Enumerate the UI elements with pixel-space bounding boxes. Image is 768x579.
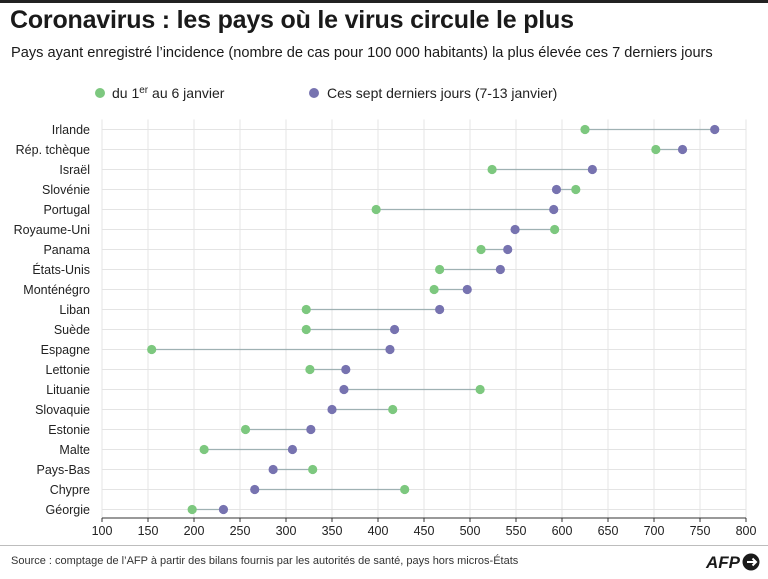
x-tick-label: 450 xyxy=(414,524,435,538)
point-series2 xyxy=(677,144,688,155)
gridlines xyxy=(101,119,747,518)
point-series2 xyxy=(495,264,505,275)
x-tick-label: 800 xyxy=(736,524,757,538)
x-tick-label: 300 xyxy=(276,524,297,538)
y-tick-label: Liban xyxy=(59,303,90,317)
y-tick-label: Pays-Bas xyxy=(37,463,91,477)
point-series1 xyxy=(651,144,661,155)
legend-label-series1: du 1er au 6 janvier xyxy=(112,85,225,101)
footer-rule xyxy=(0,545,768,546)
y-tick-label: États-Unis xyxy=(32,262,90,277)
x-tick-label: 700 xyxy=(644,524,665,538)
legend-label-series1-post: au 6 janvier xyxy=(148,85,225,101)
point-series2 xyxy=(268,464,278,475)
y-tick-label: Irlande xyxy=(52,123,90,137)
point-series1 xyxy=(305,364,315,375)
legend-marker-series1 xyxy=(95,88,105,98)
x-axis: Irlande Rép. tchèque Israël Slovénie Portuga… xyxy=(14,123,757,538)
point-series1 xyxy=(301,324,311,335)
y-tick-label: Géorgie xyxy=(46,503,91,517)
point-series1 xyxy=(187,504,197,515)
y-tick-label: Malte xyxy=(59,443,90,457)
point-series1 xyxy=(476,244,486,255)
point-series1 xyxy=(147,344,157,355)
x-tick-label: 200 xyxy=(184,524,205,538)
point-series2 xyxy=(510,224,520,235)
y-tick-label: Espagne xyxy=(41,343,90,357)
point-series2 xyxy=(549,204,559,215)
y-tick-label: Lettonie xyxy=(46,363,91,377)
y-tick-label: Royaume-Uni xyxy=(14,223,90,237)
point-series2 xyxy=(551,184,562,195)
afp-logo: AFP xyxy=(705,553,760,572)
x-tick-label: 550 xyxy=(506,524,527,538)
x-tick-label: 650 xyxy=(598,524,619,538)
legend-label-series1-sup: er xyxy=(139,85,149,96)
point-series1 xyxy=(199,444,209,455)
y-tick-label: Panama xyxy=(43,243,90,257)
x-tick-label: 350 xyxy=(322,524,343,538)
point-series1 xyxy=(240,424,251,435)
chart-title: Coronavirus : les pays où le virus circu… xyxy=(10,6,574,34)
x-tick-label: 750 xyxy=(690,524,711,538)
point-series1 xyxy=(580,124,590,135)
point-series2 xyxy=(710,124,720,135)
point-series1 xyxy=(435,264,445,275)
y-tick-label: Slovénie xyxy=(42,183,90,197)
y-tick-label: Estonie xyxy=(48,423,90,437)
x-tick-label: 400 xyxy=(368,524,389,538)
top-rule xyxy=(0,0,768,3)
point-series2 xyxy=(339,384,349,395)
legend-label-series1-pre: du 1 xyxy=(112,85,139,101)
dumbbell-chart: du 1er au 6 janvier Ces sept derniers jo… xyxy=(14,85,757,538)
point-series1 xyxy=(429,284,439,295)
point-series2 xyxy=(287,444,298,455)
y-tick-label: Chypre xyxy=(50,483,90,497)
y-tick-label: Suède xyxy=(54,323,90,337)
y-tick-label: Lituanie xyxy=(46,383,90,397)
point-series1 xyxy=(550,224,560,235)
x-tick-label: 100 xyxy=(92,524,113,538)
point-series1 xyxy=(571,184,581,195)
y-tick-label: Slovaquie xyxy=(35,403,90,417)
y-tick-label: Portugal xyxy=(43,203,90,217)
point-series2 xyxy=(389,324,400,335)
point-series2 xyxy=(306,424,316,435)
x-tick-label: 600 xyxy=(552,524,573,538)
point-series2 xyxy=(587,164,597,175)
y-tick-label: Rép. tchèque xyxy=(16,143,90,157)
x-tick-label: 250 xyxy=(230,524,251,538)
point-series2 xyxy=(341,364,351,375)
point-series2 xyxy=(503,244,513,255)
point-series1 xyxy=(487,164,497,175)
source-note: Source : comptage de l’AFP à partir des … xyxy=(11,555,519,567)
y-tick-label: Monténégro xyxy=(23,283,90,297)
point-series1 xyxy=(308,464,318,475)
point-series2 xyxy=(435,304,445,315)
point-series1 xyxy=(400,484,410,495)
x-tick-label: 500 xyxy=(460,524,481,538)
data-rows xyxy=(147,124,720,515)
legend-marker-series2 xyxy=(309,88,319,98)
point-series1 xyxy=(388,404,398,415)
legend-label-series2: Ces sept derniers jours (7-13 janvier) xyxy=(327,85,557,101)
x-tick-label: 150 xyxy=(138,524,159,538)
point-series2 xyxy=(218,504,229,515)
arrow-icon xyxy=(747,557,758,567)
y-tick-label: Israël xyxy=(59,163,90,177)
point-series1 xyxy=(301,304,311,315)
point-series2 xyxy=(250,484,260,495)
point-series1 xyxy=(475,384,485,395)
afp-logo-text: AFP xyxy=(705,553,741,572)
point-series2 xyxy=(385,344,395,355)
chart-subtitle: Pays ayant enregistré l’incidence (nombr… xyxy=(11,45,713,61)
legend: du 1er au 6 janvier Ces sept derniers jo… xyxy=(95,85,557,101)
point-series2 xyxy=(462,284,472,295)
point-series2 xyxy=(327,404,337,415)
point-series1 xyxy=(371,204,381,215)
